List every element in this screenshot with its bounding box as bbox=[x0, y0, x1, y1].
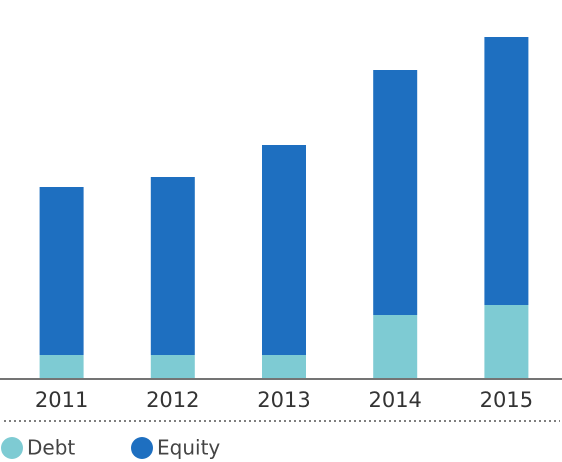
bar-segment bbox=[39, 187, 84, 355]
x-tick-label: 2012 bbox=[146, 388, 199, 412]
legend-swatch bbox=[1, 437, 23, 459]
legend-label: Debt bbox=[27, 436, 75, 460]
bar-segment bbox=[150, 355, 195, 378]
bar-segment bbox=[262, 145, 306, 355]
bar-segment bbox=[262, 355, 306, 378]
legend-swatch bbox=[131, 437, 153, 459]
bar-segment bbox=[373, 70, 418, 315]
bar-segment bbox=[373, 315, 418, 378]
x-tick-label: 2014 bbox=[368, 388, 421, 412]
bar-segment bbox=[150, 177, 195, 355]
bar-segment bbox=[484, 305, 529, 378]
x-tick-label: 2013 bbox=[257, 388, 310, 412]
bar-segment bbox=[39, 355, 84, 378]
x-tick-label: 2011 bbox=[35, 388, 88, 412]
x-tick-label: 2015 bbox=[480, 388, 533, 412]
bar-segment bbox=[484, 37, 529, 305]
legend-label: Equity bbox=[157, 436, 220, 460]
